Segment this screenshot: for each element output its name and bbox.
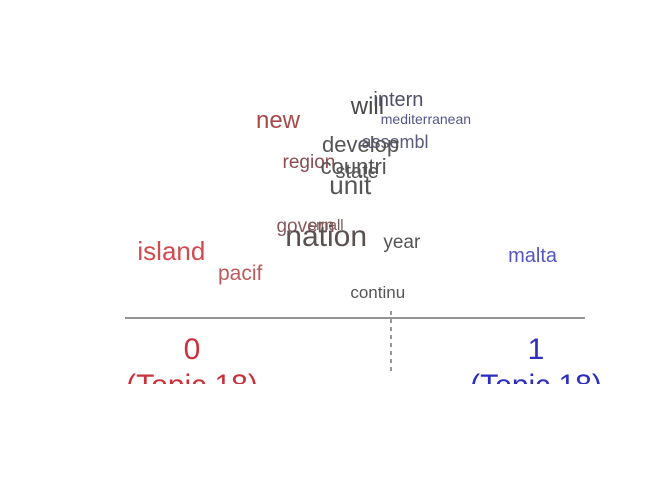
word-label-develop: develop <box>322 132 399 157</box>
word-label-intern: intern <box>373 89 423 111</box>
x-tick-label-0: 0 <box>184 333 201 366</box>
word-label-will: will <box>350 93 384 120</box>
word-label-small: small <box>309 217 344 234</box>
word-label-new: new <box>256 107 301 134</box>
word-label-countri: countri <box>321 154 387 179</box>
x-tick-sublabel-1: (Topic 18) <box>470 369 602 384</box>
word-label-nation: nation <box>285 220 367 253</box>
word-label-island: island <box>137 236 205 266</box>
word-label-year: year <box>383 232 421 253</box>
word-label-govern: govern <box>276 216 334 237</box>
word-label-unit: unit <box>329 170 372 200</box>
word-label-pacif: pacif <box>218 262 263 285</box>
word-label-mediterranean: mediterranean <box>381 111 471 127</box>
word-label-region: region <box>283 152 336 173</box>
word-label-continu: continu <box>350 283 405 302</box>
word-label-assembl: assembl <box>361 132 428 152</box>
x-tick-label-1: 1 <box>528 333 545 366</box>
x-tick-sublabel-0: (Topic 18) <box>126 369 258 384</box>
plot-clip-region: will intern mediterranean new assembl develop… <box>125 89 602 384</box>
word-label-malta: malta <box>508 245 558 267</box>
x-axis-ticks: 0 (Topic 18) 1 (Topic 18) <box>126 333 602 384</box>
word-label-state: state <box>335 161 378 183</box>
